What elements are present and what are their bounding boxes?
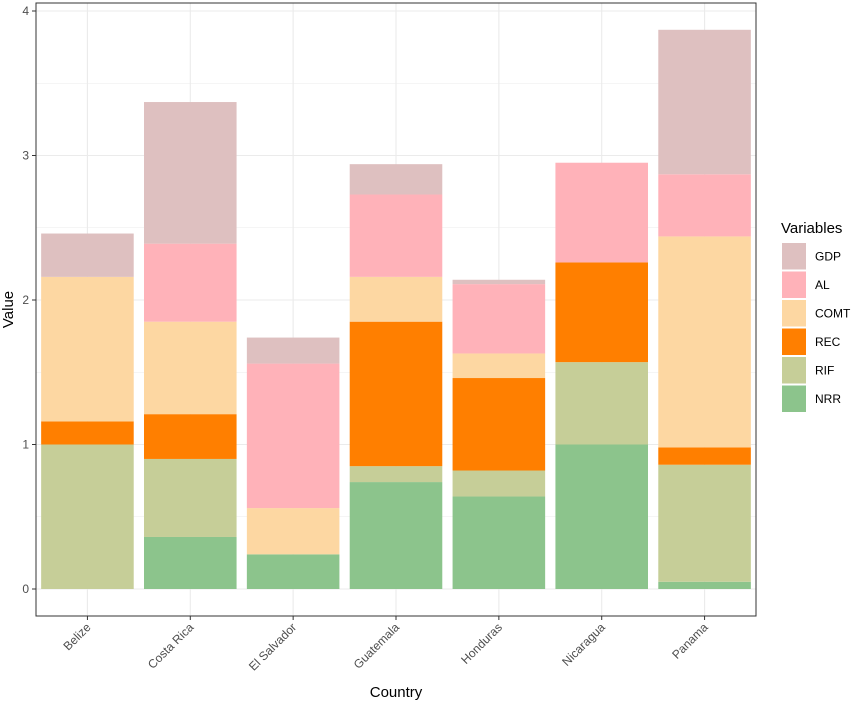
bar-segment-nrr: [144, 536, 237, 589]
legend-swatch-rif: [782, 357, 806, 384]
y-tick-label: 0: [22, 582, 29, 596]
bar-segment-al: [349, 194, 443, 277]
legend-title: Variables: [781, 220, 842, 237]
bar-segment-rec: [658, 447, 751, 465]
legend-swatch-gdp: [782, 243, 806, 270]
bar-segment-nrr: [452, 496, 546, 589]
legend-label-gdp: GDP: [815, 249, 841, 263]
bar-segment-gdp: [658, 29, 751, 175]
legend: Variables GDP AL COMT REC RIF NRR: [781, 220, 851, 413]
y-tick-label: 2: [22, 293, 29, 307]
y-axis: 0 1 2 3 4: [22, 4, 36, 596]
legend-swatch-comt: [782, 300, 806, 327]
y-axis-title: Value: [0, 291, 17, 328]
bar-stack-belize: [41, 233, 134, 589]
legend-swatch-al: [782, 271, 806, 298]
bar-segment-nrr: [555, 444, 648, 589]
bar-segment-rec: [41, 421, 134, 445]
x-axis: Belize Costa Rica El Salvador Guatemala Hond…: [61, 616, 711, 674]
bar-segment-comt: [144, 321, 237, 415]
x-tick-label: Costa Rica: [145, 620, 197, 672]
bar-segment-comt: [658, 236, 751, 448]
legend-label-nrr: NRR: [815, 392, 841, 406]
bar-segment-rec: [144, 414, 237, 459]
bar-segment-gdp: [144, 102, 237, 244]
bar-segment-gdp: [41, 233, 134, 277]
legend-label-rec: REC: [815, 335, 841, 349]
bar-segment-nrr: [246, 554, 340, 589]
bar-stack-el-salvador: [246, 337, 340, 589]
x-tick-label: Panama: [669, 620, 711, 662]
legend-label-rif: RIF: [815, 363, 834, 377]
bar-segment-rif: [452, 470, 546, 497]
bar-segment-comt: [246, 508, 340, 555]
bar-segment-gdp: [452, 279, 546, 285]
x-tick-label: Honduras: [458, 620, 505, 667]
bar-segment-al: [246, 363, 340, 509]
y-tick-label: 3: [22, 149, 29, 163]
x-tick-label: Guatemala: [351, 620, 403, 672]
bar-segment-al: [452, 284, 546, 354]
bar-segment-gdp: [246, 337, 340, 364]
bar-stack-honduras: [452, 279, 546, 589]
bar-segment-rec: [349, 321, 443, 467]
bar-segment-nrr: [349, 482, 443, 589]
bar-stack-panama: [658, 29, 751, 589]
bar-segment-al: [144, 243, 237, 322]
bar-segment-rec: [555, 262, 648, 363]
bar-segment-nrr: [658, 581, 751, 589]
bar-stack-costa-rica: [144, 102, 237, 589]
legend-swatch-nrr: [782, 385, 806, 412]
y-tick-label: 4: [22, 4, 29, 18]
bar-segment-comt: [452, 353, 546, 379]
bar-segment-rif: [144, 458, 237, 537]
bar-segment-rif: [349, 466, 443, 483]
bar-segment-gdp: [349, 164, 443, 195]
bar-segment-al: [555, 162, 648, 263]
x-tick-label: El Salvador: [246, 620, 299, 673]
bar-stacks: [41, 29, 751, 589]
bar-stack-guatemala: [349, 164, 443, 589]
x-tick-label: Nicaragua: [559, 620, 608, 669]
x-axis-title: Country: [370, 684, 423, 701]
bar-segment-comt: [41, 276, 134, 422]
bar-segment-rif: [658, 464, 751, 582]
x-tick-label: Belize: [61, 620, 94, 653]
bar-stack-nicaragua: [555, 162, 648, 589]
bar-segment-rif: [41, 444, 134, 589]
bar-segment-al: [658, 174, 751, 237]
bar-segment-rec: [452, 378, 546, 471]
bar-segment-comt: [349, 276, 443, 322]
legend-label-al: AL: [815, 278, 830, 292]
legend-label-comt: COMT: [815, 306, 851, 320]
bar-segment-rif: [555, 362, 648, 445]
y-tick-label: 1: [22, 438, 29, 452]
legend-swatch-rec: [782, 328, 806, 355]
